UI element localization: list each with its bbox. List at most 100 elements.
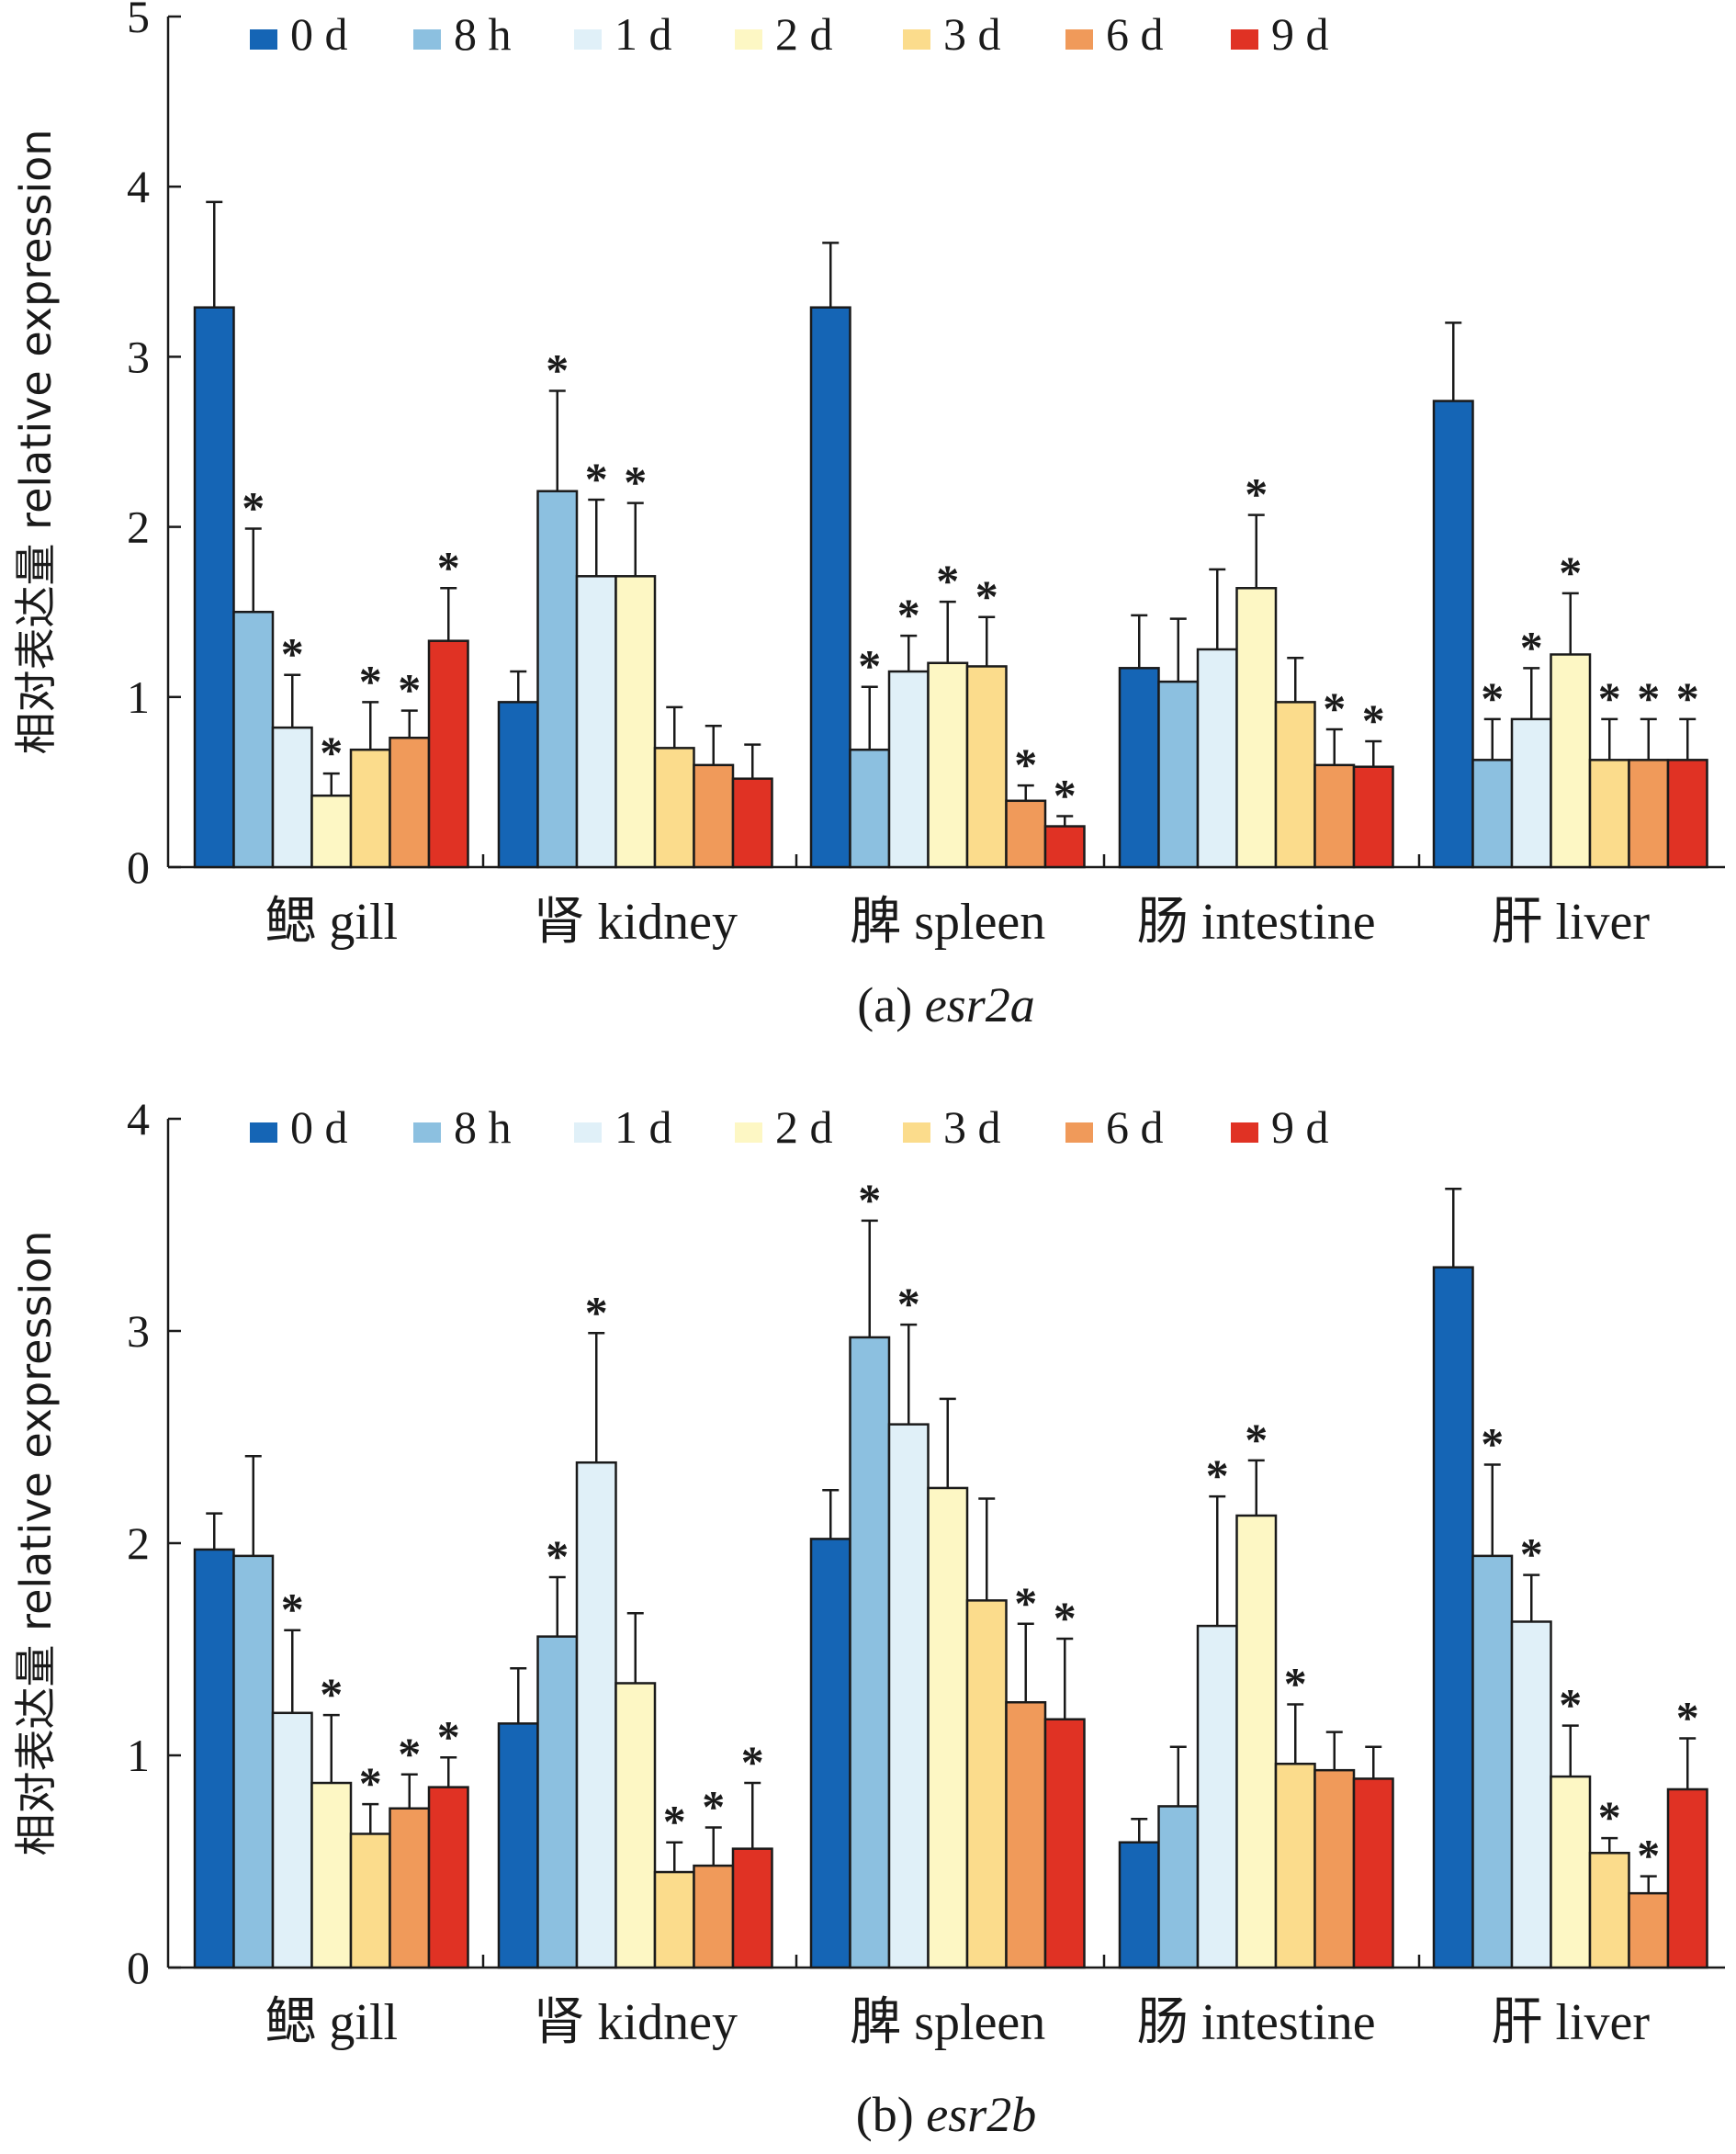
significance-star: * xyxy=(585,453,608,504)
significance-star: * xyxy=(1559,547,1582,598)
bar xyxy=(1043,1718,1086,1969)
category-label: 肝 liver xyxy=(1491,894,1650,951)
legend-swatch xyxy=(250,1122,277,1143)
bar xyxy=(1588,1852,1630,1969)
chart-panel-1: 0 1 2 3 4 相对表达量 relative expression 鳃 gill 肾 ki… xyxy=(11,1093,1725,2142)
caption-gene: esr2b xyxy=(926,2087,1036,2142)
legend-swatch xyxy=(1065,29,1093,50)
bar xyxy=(575,575,617,869)
significance-star: * xyxy=(858,640,881,692)
y-axis-title: 相对表达量 relative expression xyxy=(11,1231,61,1856)
panel-caption: (a) esr2a xyxy=(857,977,1034,1032)
bar xyxy=(927,1486,969,1969)
bar xyxy=(653,1870,695,1969)
y-tick-label: 3 xyxy=(127,331,150,382)
significance-star: * xyxy=(437,1710,460,1762)
significance-star: * xyxy=(437,541,460,592)
significance-star: * xyxy=(1245,468,1268,520)
y-tick-label: 5 xyxy=(127,0,150,42)
y-tick-label: 3 xyxy=(127,1305,150,1357)
bar xyxy=(693,763,735,869)
bar xyxy=(1313,763,1356,869)
bar xyxy=(271,1711,313,1969)
bar xyxy=(536,1635,579,1969)
significance-star: * xyxy=(1054,769,1077,820)
bar xyxy=(1118,667,1160,869)
legend-swatch xyxy=(903,1122,930,1143)
category-label: 肝 liver xyxy=(1491,1994,1650,2051)
y-tick-label: 4 xyxy=(127,161,150,212)
significance-star: * xyxy=(1637,672,1660,724)
significance-star: * xyxy=(1245,1414,1268,1465)
category-label: 肾 kidney xyxy=(534,894,738,951)
bar xyxy=(1157,680,1200,869)
bar xyxy=(349,1833,391,1969)
bar xyxy=(497,701,539,869)
y-tick-label: 4 xyxy=(127,1093,150,1145)
legend-label: 6 d xyxy=(1106,8,1164,60)
y-tick-label: 0 xyxy=(127,841,150,893)
significance-star: * xyxy=(398,664,421,716)
significance-star: * xyxy=(1598,1791,1621,1843)
significance-star: * xyxy=(741,1736,764,1787)
significance-star: * xyxy=(1206,1449,1229,1501)
significance-star: * xyxy=(359,655,382,706)
category-label: 鳃 gill xyxy=(265,894,398,951)
bar xyxy=(1628,1891,1670,1969)
bar xyxy=(1313,1768,1356,1969)
bar xyxy=(575,1460,617,1969)
legend-swatch xyxy=(413,29,441,50)
bar xyxy=(1235,1514,1278,1969)
bar xyxy=(232,610,275,869)
category-label: 脾 spleen xyxy=(850,1994,1045,2051)
significance-star: * xyxy=(1676,672,1699,724)
bar xyxy=(887,1423,930,1969)
bar xyxy=(271,726,313,869)
bar xyxy=(887,670,930,869)
category-label: 肠 intestine xyxy=(1137,894,1376,951)
bar xyxy=(193,306,235,869)
significance-star: * xyxy=(1481,1418,1504,1470)
legend-label: 8 h xyxy=(454,1101,512,1153)
bar xyxy=(965,1599,1008,1969)
significance-star: * xyxy=(858,1174,881,1225)
bar xyxy=(1471,1554,1514,1969)
significance-star: * xyxy=(320,1668,343,1720)
significance-star: * xyxy=(1676,1692,1699,1743)
significance-star: * xyxy=(1481,672,1504,724)
bar xyxy=(1235,587,1278,869)
legend-label: 0 d xyxy=(290,1101,348,1153)
bar xyxy=(232,1554,275,1969)
bar xyxy=(653,747,695,869)
significance-star: * xyxy=(975,570,998,622)
legend-swatch xyxy=(574,1122,602,1143)
chart-panel-0: 0 1 2 3 4 5 相对表达量 relative expression 鳃 gill 肾 k… xyxy=(11,0,1725,1032)
legend-swatch xyxy=(1231,29,1258,50)
category-label: 脾 spleen xyxy=(850,894,1045,951)
bar xyxy=(310,794,353,869)
bar xyxy=(1666,1787,1708,1969)
bar xyxy=(693,1864,735,1969)
significance-star: * xyxy=(359,1757,382,1809)
bar xyxy=(1510,717,1552,869)
bar xyxy=(1196,648,1238,869)
bar xyxy=(731,1847,773,1969)
significance-star: * xyxy=(897,1278,920,1329)
bar xyxy=(1043,825,1086,869)
significance-star: * xyxy=(1559,1679,1582,1731)
legend-label: 1 d xyxy=(614,1101,672,1153)
caption-gene: esr2a xyxy=(925,977,1035,1032)
bar xyxy=(1005,1701,1047,1969)
bar xyxy=(1471,759,1514,869)
significance-star: * xyxy=(936,555,959,606)
bar xyxy=(1196,1624,1238,1969)
bar xyxy=(1550,1775,1592,1969)
legend-label: 3 d xyxy=(943,1101,1001,1153)
bar xyxy=(310,1781,353,1969)
significance-star: * xyxy=(1520,621,1543,672)
bar xyxy=(849,748,891,869)
bar xyxy=(809,306,851,869)
bar xyxy=(427,639,469,869)
legend-swatch xyxy=(250,29,277,50)
